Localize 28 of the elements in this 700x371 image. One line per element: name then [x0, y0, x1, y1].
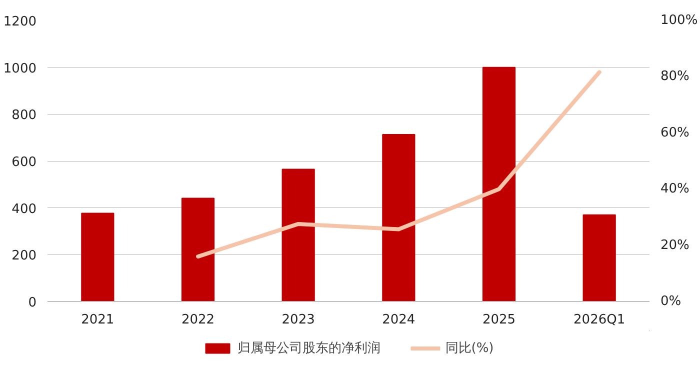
- line-series: [196, 70, 602, 259]
- bar: [282, 168, 315, 302]
- bar: [81, 212, 114, 302]
- y2-tick-label: 100%: [660, 13, 698, 28]
- bar: [482, 66, 516, 302]
- y-tick-label: 400: [12, 202, 37, 217]
- x-tick-label: 2021: [81, 312, 114, 328]
- y2-tick-label: 20%: [660, 238, 690, 253]
- x-tick-label: 2025: [482, 312, 516, 328]
- bar: [582, 214, 616, 302]
- y-tick-label: 600: [12, 155, 37, 170]
- x-tick-label: 2022: [181, 312, 215, 328]
- x-tick-label: 2026Q1: [574, 312, 626, 328]
- bar: [181, 198, 215, 302]
- y-tick-label: 800: [12, 108, 37, 124]
- y2-tick-label: 80%: [660, 69, 690, 84]
- y2-tick-label: 60%: [660, 125, 690, 140]
- y2-tick-label: 0%: [660, 294, 682, 309]
- x-tick-label: 2023: [282, 312, 315, 328]
- bar: [382, 134, 416, 302]
- x-tick-label: 2024: [382, 312, 416, 328]
- y2-tick-label: 40%: [660, 182, 690, 197]
- y-tick-label: 200: [12, 248, 37, 264]
- legend-label: 同比(%): [445, 340, 494, 357]
- legend-label: 归属母公司股东的净利润: [237, 340, 380, 357]
- y-tick-label: 0: [28, 296, 37, 310]
- y-tick-label: 1200: [3, 14, 37, 30]
- y-tick-label: 1000: [3, 61, 37, 76]
